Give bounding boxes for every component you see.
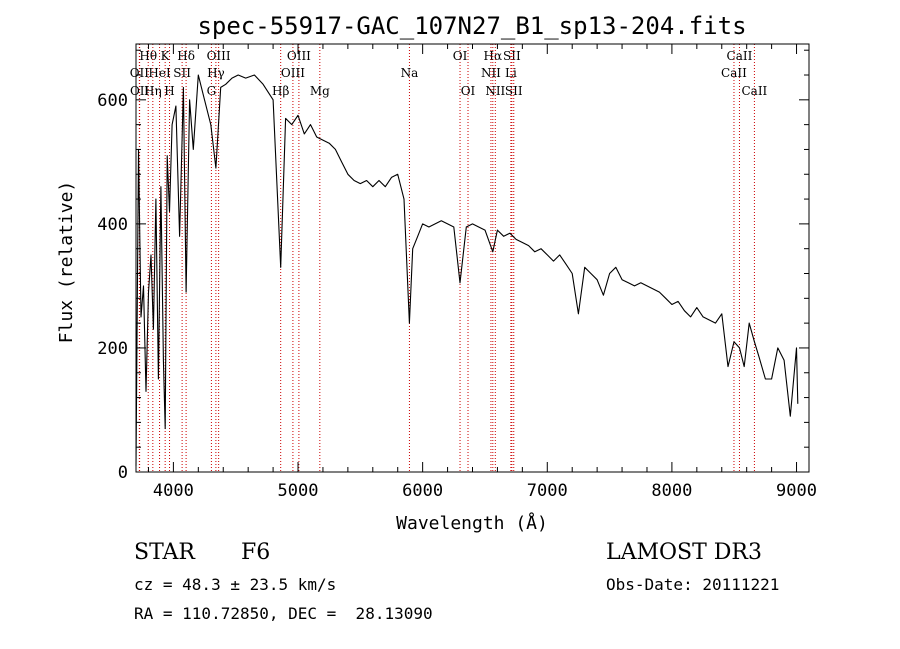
spectral-line-label: NII [481, 66, 501, 80]
spectral-line-label: OII [130, 84, 150, 98]
survey-name: LAMOST DR3 [606, 540, 762, 565]
spectral-line-label: H [164, 84, 174, 98]
spectral-line-label: SII [173, 66, 191, 80]
x-tick-label: 8000 [651, 481, 692, 501]
spectral-line-label: OIII [281, 66, 305, 80]
spectrum-line [135, 74, 799, 466]
spectral-line-label: CaII [727, 49, 753, 63]
spectral-line-label: OIII [287, 49, 311, 63]
spectral-line-label: Hβ [272, 84, 289, 98]
spectral-line-label: Hδ [177, 49, 195, 63]
y-tick-label: 400 [97, 215, 128, 235]
spectral-line-label: OI [453, 49, 468, 63]
spectral-type: F6 [241, 540, 271, 565]
spectral-line-label: HeI [148, 66, 171, 80]
spectral-line-label: CaII [721, 66, 747, 80]
y-tick-label: 0 [118, 463, 128, 483]
spectral-line-label: SII [505, 84, 523, 98]
y-tick-label: 200 [97, 339, 128, 359]
spectral-line-label: OII [130, 66, 150, 80]
x-tick-label: 9000 [776, 481, 817, 501]
y-axis: 0 200 400 600 [97, 49, 809, 483]
x-tick-label: 6000 [402, 481, 443, 501]
spectral-line-label: Hη [144, 84, 162, 98]
x-tick-label: 5000 [278, 481, 319, 501]
y-axis-label: Flux (relative) [56, 181, 77, 344]
object-class: STAR [134, 540, 195, 565]
coordinates-readout: RA = 110.72850, DEC = 28.13090 [134, 604, 433, 623]
spectral-line-label: Mg [310, 84, 330, 98]
spectral-line-label: K [161, 49, 171, 63]
x-axis-label: Wavelength (Å) [396, 512, 548, 534]
y-tick-label: 600 [97, 91, 128, 111]
x-tick-label: 7000 [527, 481, 568, 501]
spectral-line-label: OI [461, 84, 476, 98]
spectral-line-label: Hγ [207, 66, 225, 80]
spectral-line-label: Hθ [139, 49, 157, 63]
spectral-line-markers: Hθ OII OII K HeI Hη Hδ SII H OIII Hγ G OIII OIII Hβ Mg N… [130, 44, 768, 472]
x-tick-label: 4000 [153, 481, 194, 501]
spectral-line-label: G [207, 84, 217, 98]
x-axis: 4000 5000 6000 7000 8000 9000 [147, 44, 817, 501]
spectral-line-label: NII [485, 84, 505, 98]
spectral-line-label: Na [401, 66, 419, 80]
spectral-line-label: Hα [484, 49, 503, 63]
spectral-line-label: OIII [207, 49, 231, 63]
spectral-line-label: Li [505, 66, 517, 80]
observation-date: Obs-Date: 20111221 [606, 575, 780, 594]
plot-frame [135, 43, 810, 473]
chart-title: spec-55917-GAC_107N27_B1_sp13-204.fits [197, 12, 746, 40]
redshift-readout: cz = 48.3 ± 23.5 km/s [134, 575, 337, 594]
spectral-line-label: SII [503, 49, 521, 63]
spectral-line-label: CaII [741, 84, 767, 98]
